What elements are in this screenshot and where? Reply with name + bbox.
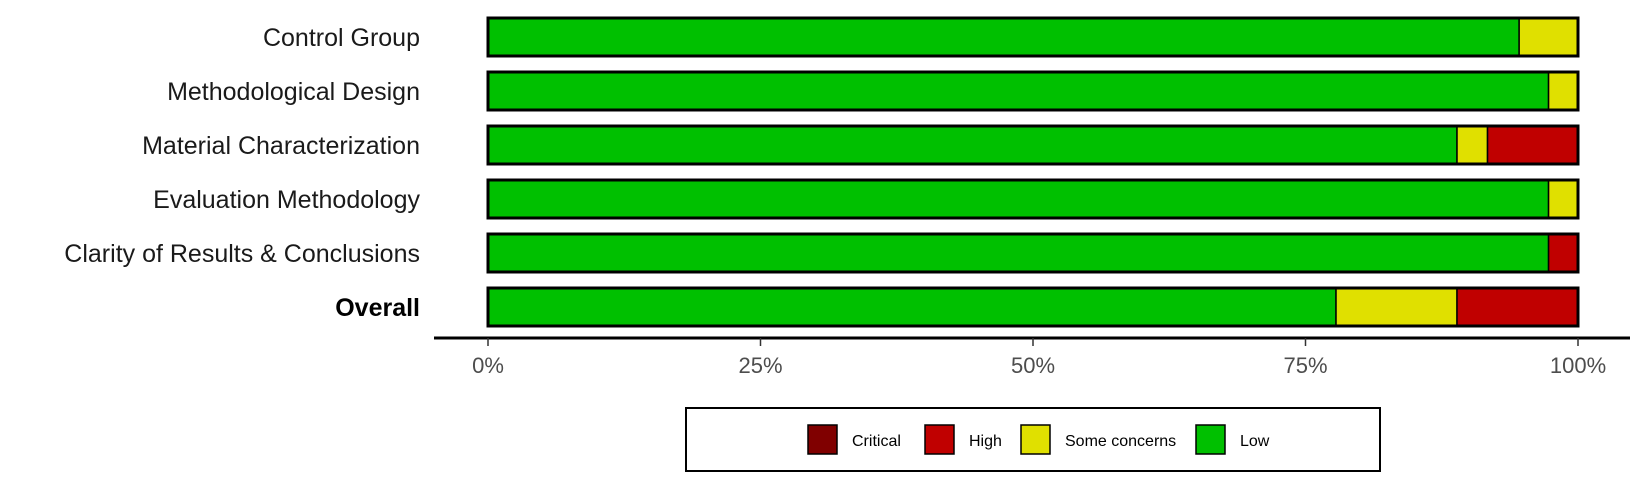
bar-segment-material-characterization-some-concerns <box>1456 125 1489 165</box>
category-label-clarity-of-results-conclusions: Clarity of Results & Conclusions <box>64 240 420 268</box>
x-axis-ticks: 0% 25% 50% 75% 100% <box>472 338 1606 378</box>
legend-label-low: Low <box>1240 433 1270 450</box>
legend-swatch-critical <box>807 424 838 455</box>
bar-outline-control-group <box>486 16 1580 58</box>
bar-segment-overall-some-concerns <box>1335 287 1458 327</box>
bar-segment-control-group-low <box>487 17 1520 57</box>
category-label-material-characterization: Material Characterization <box>142 132 420 160</box>
legend-label-some-concerns: Some concerns <box>1065 433 1176 450</box>
bars-group <box>486 16 1580 328</box>
x-tick-label: 75% <box>1283 353 1327 378</box>
bar-segment-material-characterization-high <box>1486 125 1579 165</box>
category-label-overall: Overall <box>335 294 420 322</box>
bar-segment-clarity-of-results-conclusions-high <box>1547 233 1579 273</box>
bar-segment-methodological-design-some-concerns <box>1547 71 1579 111</box>
bar-segment-overall-high <box>1456 287 1579 327</box>
bar-segment-evaluation-methodology-low <box>487 179 1550 219</box>
category-labels: Control Group Methodological Design Materi… <box>64 24 420 322</box>
bar-segment-evaluation-methodology-some-concerns <box>1547 179 1579 219</box>
legend-swatch-high <box>924 424 955 455</box>
x-tick-label: 50% <box>1011 353 1055 378</box>
category-label-control-group: Control Group <box>263 24 420 52</box>
legend: Critical High Some concerns Low <box>685 407 1381 472</box>
bar-segment-overall-low <box>487 287 1337 327</box>
x-tick-label: 25% <box>738 353 782 378</box>
bar-segment-material-characterization-low <box>487 125 1458 165</box>
legend-label-high: High <box>969 433 1002 450</box>
x-tick-label: 0% <box>472 353 504 378</box>
bar-outline-overall <box>486 286 1580 328</box>
legend-swatch-some-concerns <box>1020 424 1051 455</box>
category-label-evaluation-methodology: Evaluation Methodology <box>153 186 420 214</box>
bar-segment-control-group-some-concerns <box>1518 17 1579 57</box>
x-tick-label: 100% <box>1550 353 1606 378</box>
bar-outline-evaluation-methodology <box>486 178 1580 220</box>
bar-segment-clarity-of-results-conclusions-low <box>487 233 1550 273</box>
bar-outline-material-characterization <box>486 124 1580 166</box>
category-label-methodological-design: Methodological Design <box>167 78 420 106</box>
bar-outline-methodological-design <box>486 70 1580 112</box>
bar-outline-clarity-of-results-conclusions <box>486 232 1580 274</box>
legend-swatch-low <box>1195 424 1226 455</box>
bar-segment-methodological-design-low <box>487 71 1550 111</box>
legend-label-critical: Critical <box>852 433 901 450</box>
